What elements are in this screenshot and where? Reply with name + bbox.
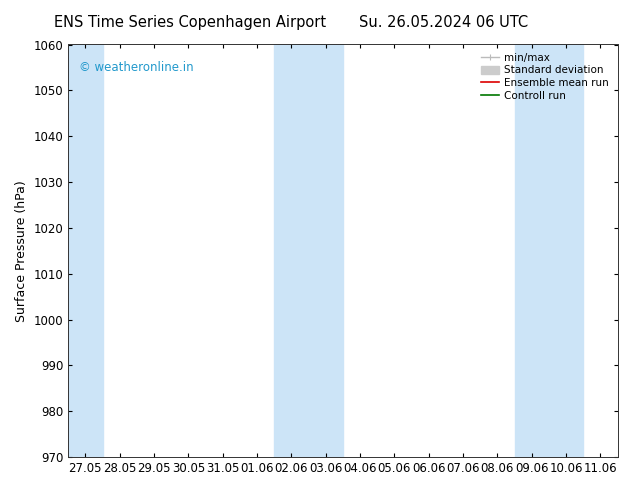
Y-axis label: Surface Pressure (hPa): Surface Pressure (hPa) <box>15 180 28 322</box>
Bar <box>515 45 583 457</box>
Legend: min/max, Standard deviation, Ensemble mean run, Controll run: min/max, Standard deviation, Ensemble me… <box>477 49 612 104</box>
Text: ENS Time Series Copenhagen Airport: ENS Time Series Copenhagen Airport <box>54 15 327 30</box>
Text: Su. 26.05.2024 06 UTC: Su. 26.05.2024 06 UTC <box>359 15 528 30</box>
Bar <box>274 45 343 457</box>
Bar <box>68 45 103 457</box>
Text: © weatheronline.in: © weatheronline.in <box>79 61 194 74</box>
